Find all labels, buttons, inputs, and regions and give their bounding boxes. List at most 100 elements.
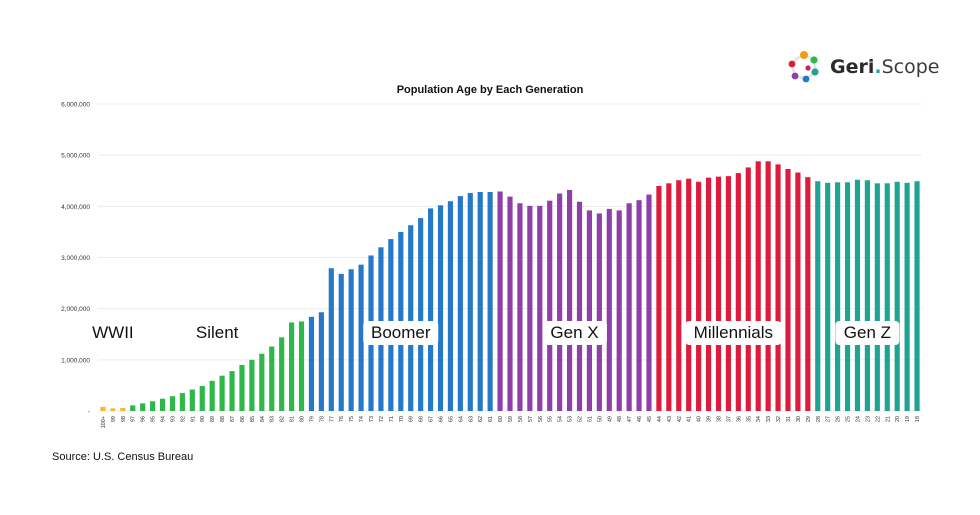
x-tick-label: 78	[319, 416, 325, 422]
bar-age-30	[795, 172, 801, 411]
generation-label-millennials: Millennials	[685, 321, 782, 345]
x-tick-label: 63	[468, 416, 474, 422]
x-tick-label: 72	[379, 416, 385, 422]
bar-age-64	[457, 196, 463, 411]
x-tick-label: 53	[568, 416, 574, 422]
x-tick-label: 43	[667, 416, 673, 422]
bar-age-88	[219, 375, 225, 411]
bar-age-50	[596, 213, 602, 411]
x-tick-label: 64	[458, 416, 464, 422]
bar-age-83	[269, 346, 275, 411]
bar-age-22	[874, 183, 880, 411]
x-tick-label: 49	[607, 416, 613, 422]
bar-age-63	[467, 193, 473, 411]
x-tick-label: 25	[846, 416, 852, 422]
bar-age-86	[239, 364, 245, 411]
bar-age-85	[249, 359, 255, 411]
bar-age-32	[775, 164, 781, 411]
x-tick-label: 97	[131, 416, 137, 422]
x-tick-label: 82	[280, 416, 286, 422]
brand-name-bold: Geri	[830, 56, 875, 78]
x-tick-label: 42	[677, 416, 683, 422]
bar-age-62	[477, 192, 483, 411]
x-tick-label: 30	[796, 416, 802, 422]
bar-age-52	[576, 201, 583, 411]
bar-age-68	[418, 218, 424, 411]
x-tick-label: 94	[161, 416, 167, 422]
bar-age-18	[914, 181, 920, 411]
x-tick-label: 68	[419, 416, 425, 422]
bar-age-77	[328, 268, 334, 411]
bar-age-34	[755, 161, 761, 411]
x-tick-label: 71	[389, 416, 395, 422]
x-tick-label: 45	[647, 416, 653, 422]
x-tick-label: 92	[180, 416, 186, 422]
x-tick-label: 70	[399, 416, 405, 422]
bar-age-40	[696, 181, 702, 411]
bar-age-82	[279, 337, 285, 411]
x-tick-label: 99	[111, 416, 117, 422]
x-tick-label: 34	[756, 416, 762, 422]
x-tick-label: 48	[617, 416, 623, 422]
x-tick-label: 76	[339, 416, 345, 422]
bar-age-54	[557, 193, 563, 411]
bar-age-43	[666, 183, 672, 411]
x-tick-label: 26	[836, 416, 842, 422]
bar-age-33	[765, 161, 771, 411]
bar-age-55	[547, 200, 553, 411]
x-tick-label: 47	[627, 416, 633, 422]
x-tick-label: 29	[806, 416, 812, 422]
bar-age-66	[437, 205, 444, 411]
x-tick-label: 35	[746, 416, 752, 422]
bar-age-42	[676, 180, 682, 411]
generation-label-wwii: WWII	[84, 321, 142, 345]
bar-age-48	[616, 210, 622, 411]
bar-age-39	[705, 177, 712, 411]
bar-age-36	[735, 173, 741, 411]
bar-age-38	[715, 176, 722, 411]
x-tick-label: 96	[141, 416, 147, 422]
x-tick-label: 65	[448, 416, 454, 422]
x-tick-label: 88	[220, 416, 226, 422]
x-tick-label: 19	[905, 416, 911, 422]
x-tick-label: 77	[329, 416, 335, 422]
x-tick-label: 22	[875, 416, 881, 422]
x-tick-label: 57	[528, 416, 534, 422]
x-tick-label: 46	[637, 416, 643, 422]
bar-age-93	[169, 396, 176, 411]
x-tick-label: 81	[290, 416, 296, 422]
bar-age-28	[815, 181, 821, 411]
y-tick-label: 1,000,000	[61, 357, 90, 364]
x-tick-label: 40	[697, 416, 703, 422]
x-tick-label: 24	[855, 416, 861, 422]
bar-age-31	[785, 168, 791, 411]
generation-label-boomer: Boomer	[363, 321, 439, 345]
x-tick-label: 98	[121, 416, 127, 422]
x-tick-label: 21	[885, 416, 891, 422]
x-tick-label: 85	[250, 416, 256, 422]
bar-age-90	[199, 385, 205, 411]
bar-age-45	[646, 194, 652, 411]
bar-age-47	[626, 203, 632, 411]
bar-age-75	[348, 269, 354, 411]
bar-age-59	[507, 196, 513, 411]
x-tick-label: 32	[776, 416, 782, 422]
y-tick-label: 2,000,000	[61, 306, 90, 313]
x-tick-label: 37	[726, 416, 732, 422]
x-tick-label: 39	[707, 416, 713, 422]
x-tick-label: 83	[270, 416, 276, 422]
bar-age-100plus	[100, 406, 106, 411]
bar-age-19	[904, 182, 910, 411]
x-tick-label: 44	[657, 416, 663, 422]
x-tick-label: 61	[488, 416, 494, 422]
x-tick-label: 80	[300, 416, 306, 422]
x-tick-label: 33	[766, 416, 772, 422]
bar-age-96	[140, 403, 146, 411]
bar-age-51	[586, 210, 593, 411]
x-tick-label: 28	[816, 416, 822, 422]
y-tick-label: 3,000,000	[61, 255, 90, 262]
bar-age-74	[358, 264, 364, 411]
x-tick-label: 27	[826, 416, 832, 422]
bar-age-67	[427, 208, 434, 411]
x-tick-label: 60	[498, 416, 504, 422]
